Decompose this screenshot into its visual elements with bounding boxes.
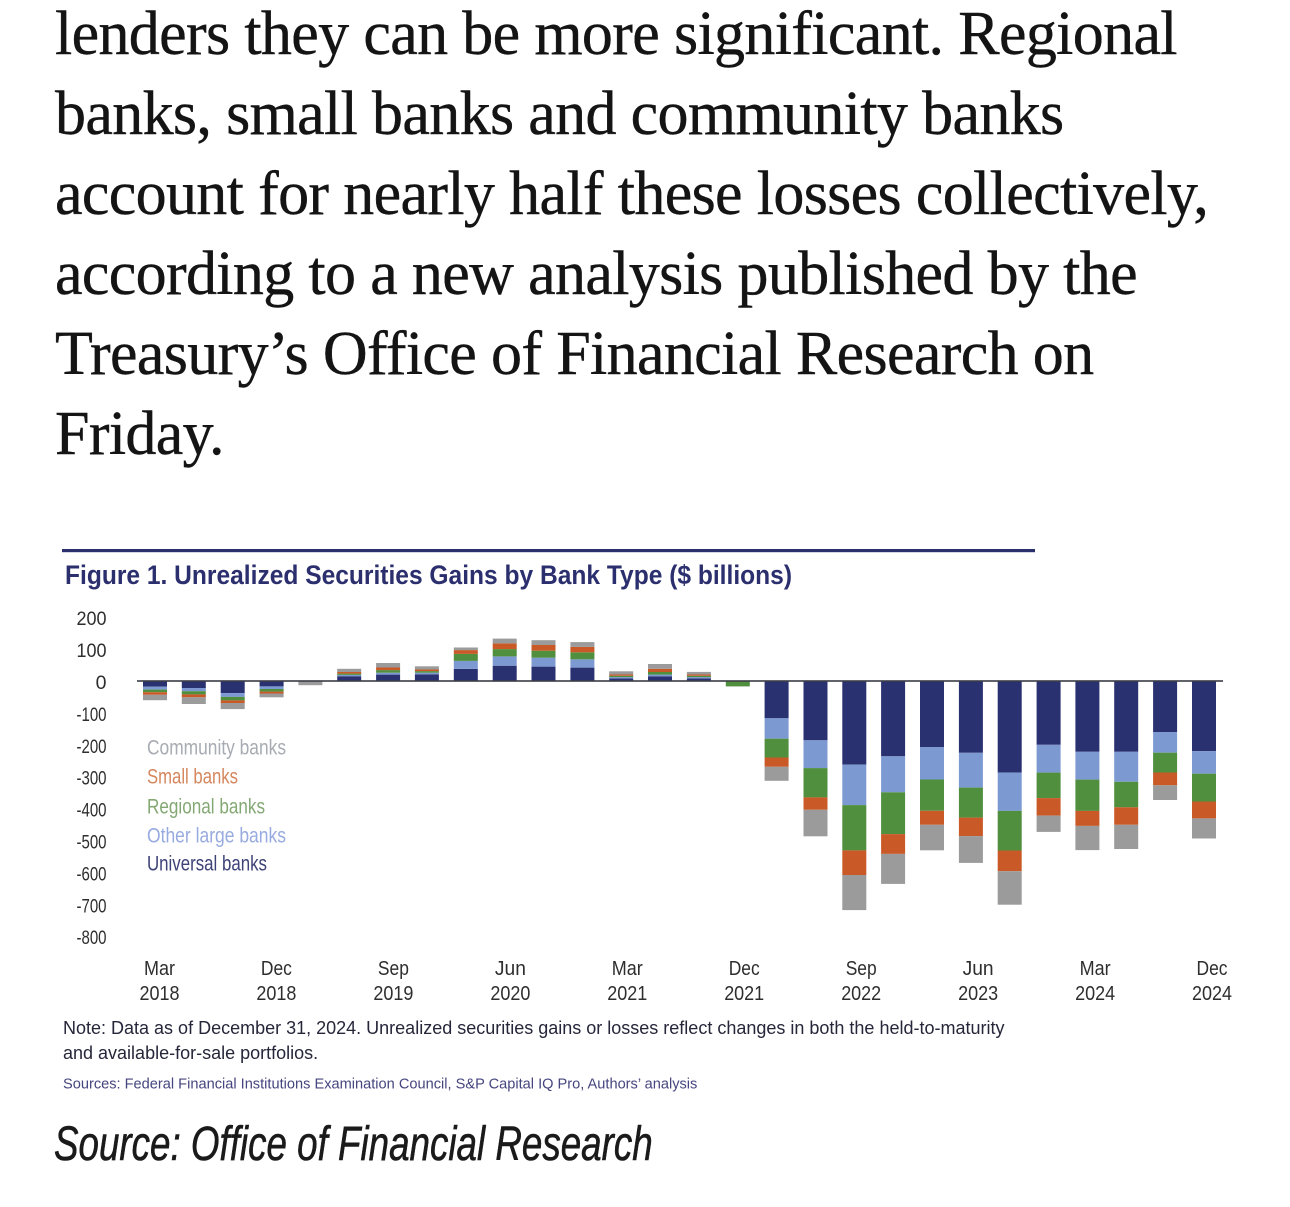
svg-text:2024: 2024 xyxy=(1075,983,1115,1005)
svg-text:-100: -100 xyxy=(77,704,107,726)
svg-text:0: 0 xyxy=(96,672,107,694)
svg-text:-700: -700 xyxy=(77,895,107,917)
svg-text:2018: 2018 xyxy=(256,983,296,1005)
svg-text:Jun: Jun xyxy=(495,958,526,980)
svg-text:and available-for-sale portfol: and available-for-sale portfolios. xyxy=(63,1043,318,1063)
svg-text:Mar: Mar xyxy=(144,958,175,980)
svg-text:Universal banks: Universal banks xyxy=(147,853,267,876)
svg-text:Sep: Sep xyxy=(378,958,409,980)
svg-text:100: 100 xyxy=(77,640,107,662)
svg-text:2021: 2021 xyxy=(607,983,647,1005)
svg-text:Sep: Sep xyxy=(846,958,877,980)
svg-text:2021: 2021 xyxy=(724,983,764,1005)
svg-text:-200: -200 xyxy=(77,736,107,758)
svg-text:200: 200 xyxy=(77,608,107,630)
svg-text:Other large banks: Other large banks xyxy=(147,825,286,848)
svg-text:Dec: Dec xyxy=(1197,958,1228,980)
svg-text:Regional banks: Regional banks xyxy=(147,796,265,819)
svg-text:Mar: Mar xyxy=(1080,958,1111,980)
svg-text:Dec: Dec xyxy=(261,958,292,980)
svg-text:Small banks: Small banks xyxy=(147,766,238,789)
svg-text:-300: -300 xyxy=(77,768,107,790)
svg-text:-600: -600 xyxy=(77,863,107,885)
svg-text:2020: 2020 xyxy=(490,983,530,1005)
svg-text:Figure 1. Unrealized Securitie: Figure 1. Unrealized Securities Gains by… xyxy=(65,560,792,590)
svg-text:-400: -400 xyxy=(77,800,107,822)
svg-text:Mar: Mar xyxy=(612,958,643,980)
svg-text:Sources: Federal Financial Ins: Sources: Federal Financial Institutions … xyxy=(63,1077,697,1093)
svg-text:Jun: Jun xyxy=(963,958,994,980)
svg-text:2018: 2018 xyxy=(140,983,180,1005)
svg-text:2023: 2023 xyxy=(958,983,998,1005)
svg-text:2019: 2019 xyxy=(373,983,413,1005)
svg-text:Note: Data as of December 31,: Note: Data as of December 31, 2024. Unre… xyxy=(63,1018,1004,1038)
svg-text:2022: 2022 xyxy=(841,983,881,1005)
svg-text:-800: -800 xyxy=(77,927,107,949)
svg-text:Dec: Dec xyxy=(729,958,760,980)
svg-text:-500: -500 xyxy=(77,832,107,854)
svg-text:Community banks: Community banks xyxy=(147,737,286,760)
svg-text:2024: 2024 xyxy=(1192,983,1232,1005)
